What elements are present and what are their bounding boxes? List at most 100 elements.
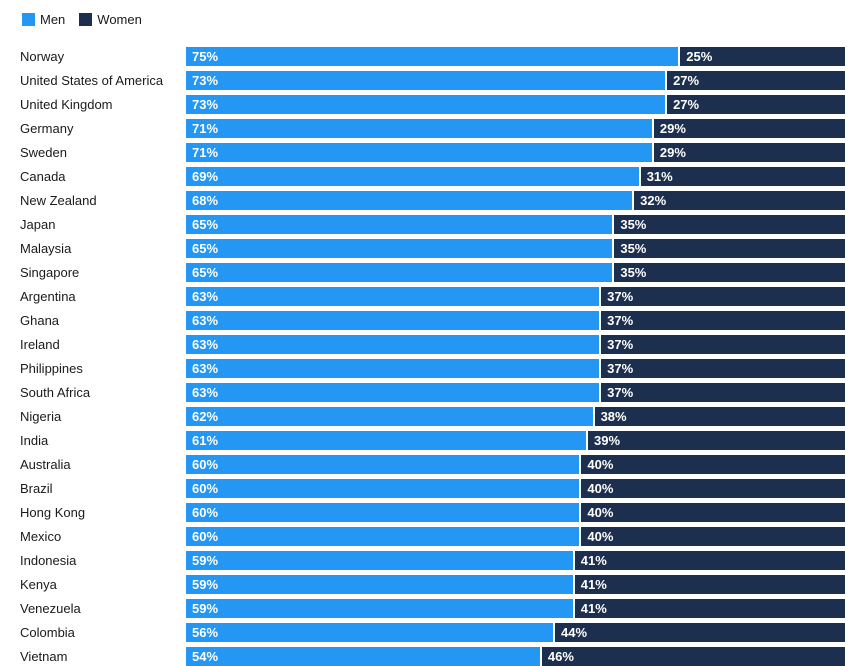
- women-value-label: 37%: [607, 337, 634, 352]
- chart-row: Colombia 56% 44%: [0, 623, 845, 642]
- women-value-label: 31%: [646, 169, 673, 184]
- bar: 60% 40%: [186, 503, 845, 522]
- country-label: Canada: [20, 169, 66, 184]
- bar-segment-women: 35%: [614, 263, 845, 282]
- men-value-label: 60%: [192, 529, 219, 544]
- chart-row: India 61% 39%: [0, 431, 845, 450]
- women-value-label: 41%: [580, 601, 607, 616]
- women-value-label: 35%: [620, 265, 647, 280]
- bar-segment-women: 35%: [614, 239, 845, 258]
- bar-segment-men: 69%: [186, 167, 639, 186]
- bar: 73% 27%: [186, 71, 845, 90]
- bar-segment-women: 29%: [653, 119, 845, 138]
- bar-segment-men: 63%: [186, 335, 600, 354]
- country-label: Philippines: [20, 361, 83, 376]
- bar-segment-men: 62%: [186, 407, 593, 426]
- chart-row: Japan 65% 35%: [0, 215, 845, 234]
- chart-row: Ghana 63% 37%: [0, 311, 845, 330]
- bar: 60% 40%: [186, 455, 845, 474]
- bar: 60% 40%: [186, 479, 845, 498]
- chart-row: Singapore 65% 35%: [0, 263, 845, 282]
- country-label: Japan: [20, 217, 56, 232]
- men-value-label: 65%: [192, 217, 219, 232]
- bar: 59% 41%: [186, 599, 845, 618]
- men-value-label: 68%: [192, 193, 219, 208]
- bar: 63% 37%: [186, 335, 845, 354]
- chart-row: Germany 71% 29%: [0, 119, 845, 138]
- bar-segment-women: 25%: [680, 47, 845, 66]
- bar: 68% 32%: [186, 191, 845, 210]
- women-value-label: 41%: [580, 553, 607, 568]
- bar-segment-women: 44%: [555, 623, 845, 642]
- bar-segment-women: 39%: [587, 431, 845, 450]
- bar: 56% 44%: [186, 623, 845, 642]
- bar: 71% 29%: [186, 143, 845, 162]
- legend-swatch-men-icon: [22, 13, 35, 26]
- country-label: Argentina: [20, 289, 76, 304]
- bar: 75% 25%: [186, 47, 845, 66]
- men-value-label: 73%: [192, 73, 219, 88]
- bar-segment-men: 65%: [186, 215, 613, 234]
- women-value-label: 27%: [673, 97, 700, 112]
- bar: 63% 37%: [186, 383, 845, 402]
- chart-rows: Norway 75% 25% United States of America …: [0, 47, 850, 666]
- country-label: Sweden: [20, 145, 67, 160]
- bar-segment-women: 27%: [667, 95, 845, 114]
- men-value-label: 61%: [192, 433, 219, 448]
- chart-row: United States of America 73% 27%: [0, 71, 845, 90]
- bar: 65% 35%: [186, 239, 845, 258]
- women-value-label: 40%: [587, 505, 614, 520]
- women-value-label: 37%: [607, 289, 634, 304]
- men-value-label: 71%: [192, 121, 219, 136]
- bar-segment-women: 38%: [594, 407, 845, 426]
- men-value-label: 59%: [192, 601, 219, 616]
- bar: 63% 37%: [186, 359, 845, 378]
- chart-row: Hong Kong 60% 40%: [0, 503, 845, 522]
- bar: 59% 41%: [186, 551, 845, 570]
- women-value-label: 37%: [607, 385, 634, 400]
- bar-segment-women: 37%: [601, 383, 845, 402]
- country-label: New Zealand: [20, 193, 97, 208]
- bar-segment-women: 29%: [653, 143, 845, 162]
- country-label: Ireland: [20, 337, 60, 352]
- bar-segment-men: 54%: [186, 647, 540, 666]
- country-label: Kenya: [20, 577, 57, 592]
- bar-segment-women: 27%: [667, 71, 845, 90]
- bar: 63% 37%: [186, 311, 845, 330]
- men-value-label: 65%: [192, 265, 219, 280]
- bar-segment-women: 37%: [601, 311, 845, 330]
- women-value-label: 37%: [607, 361, 634, 376]
- bar-segment-women: 32%: [634, 191, 845, 210]
- bar-segment-men: 73%: [186, 71, 666, 90]
- chart-row: Vietnam 54% 46%: [0, 647, 845, 666]
- country-label: United States of America: [20, 73, 164, 88]
- country-label: Ghana: [20, 313, 60, 328]
- legend: Men Women: [0, 0, 850, 27]
- bar: 65% 35%: [186, 215, 845, 234]
- women-value-label: 38%: [600, 409, 627, 424]
- country-label: Germany: [20, 121, 74, 136]
- chart-row: Nigeria 62% 38%: [0, 407, 845, 426]
- men-value-label: 60%: [192, 481, 219, 496]
- chart-row: Norway 75% 25%: [0, 47, 845, 66]
- bar: 59% 41%: [186, 575, 845, 594]
- country-label: Colombia: [20, 625, 75, 640]
- bar-segment-men: 63%: [186, 287, 600, 306]
- chart-row: Canada 69% 31%: [0, 167, 845, 186]
- country-label: Nigeria: [20, 409, 62, 424]
- men-value-label: 63%: [192, 361, 219, 376]
- women-value-label: 41%: [580, 577, 607, 592]
- chart-row: Australia 60% 40%: [0, 455, 845, 474]
- country-label: Venezuela: [20, 601, 81, 616]
- legend-swatch-women-icon: [79, 13, 93, 26]
- bar-segment-men: 63%: [186, 383, 600, 402]
- women-value-label: 40%: [587, 457, 614, 472]
- women-value-label: 35%: [620, 241, 647, 256]
- bar-segment-women: 37%: [601, 359, 845, 378]
- bar: 73% 27%: [186, 95, 845, 114]
- chart-row: Philippines 63% 37%: [0, 359, 845, 378]
- bar-segment-women: 40%: [581, 527, 845, 546]
- bar: 71% 29%: [186, 119, 845, 138]
- women-value-label: 32%: [640, 193, 667, 208]
